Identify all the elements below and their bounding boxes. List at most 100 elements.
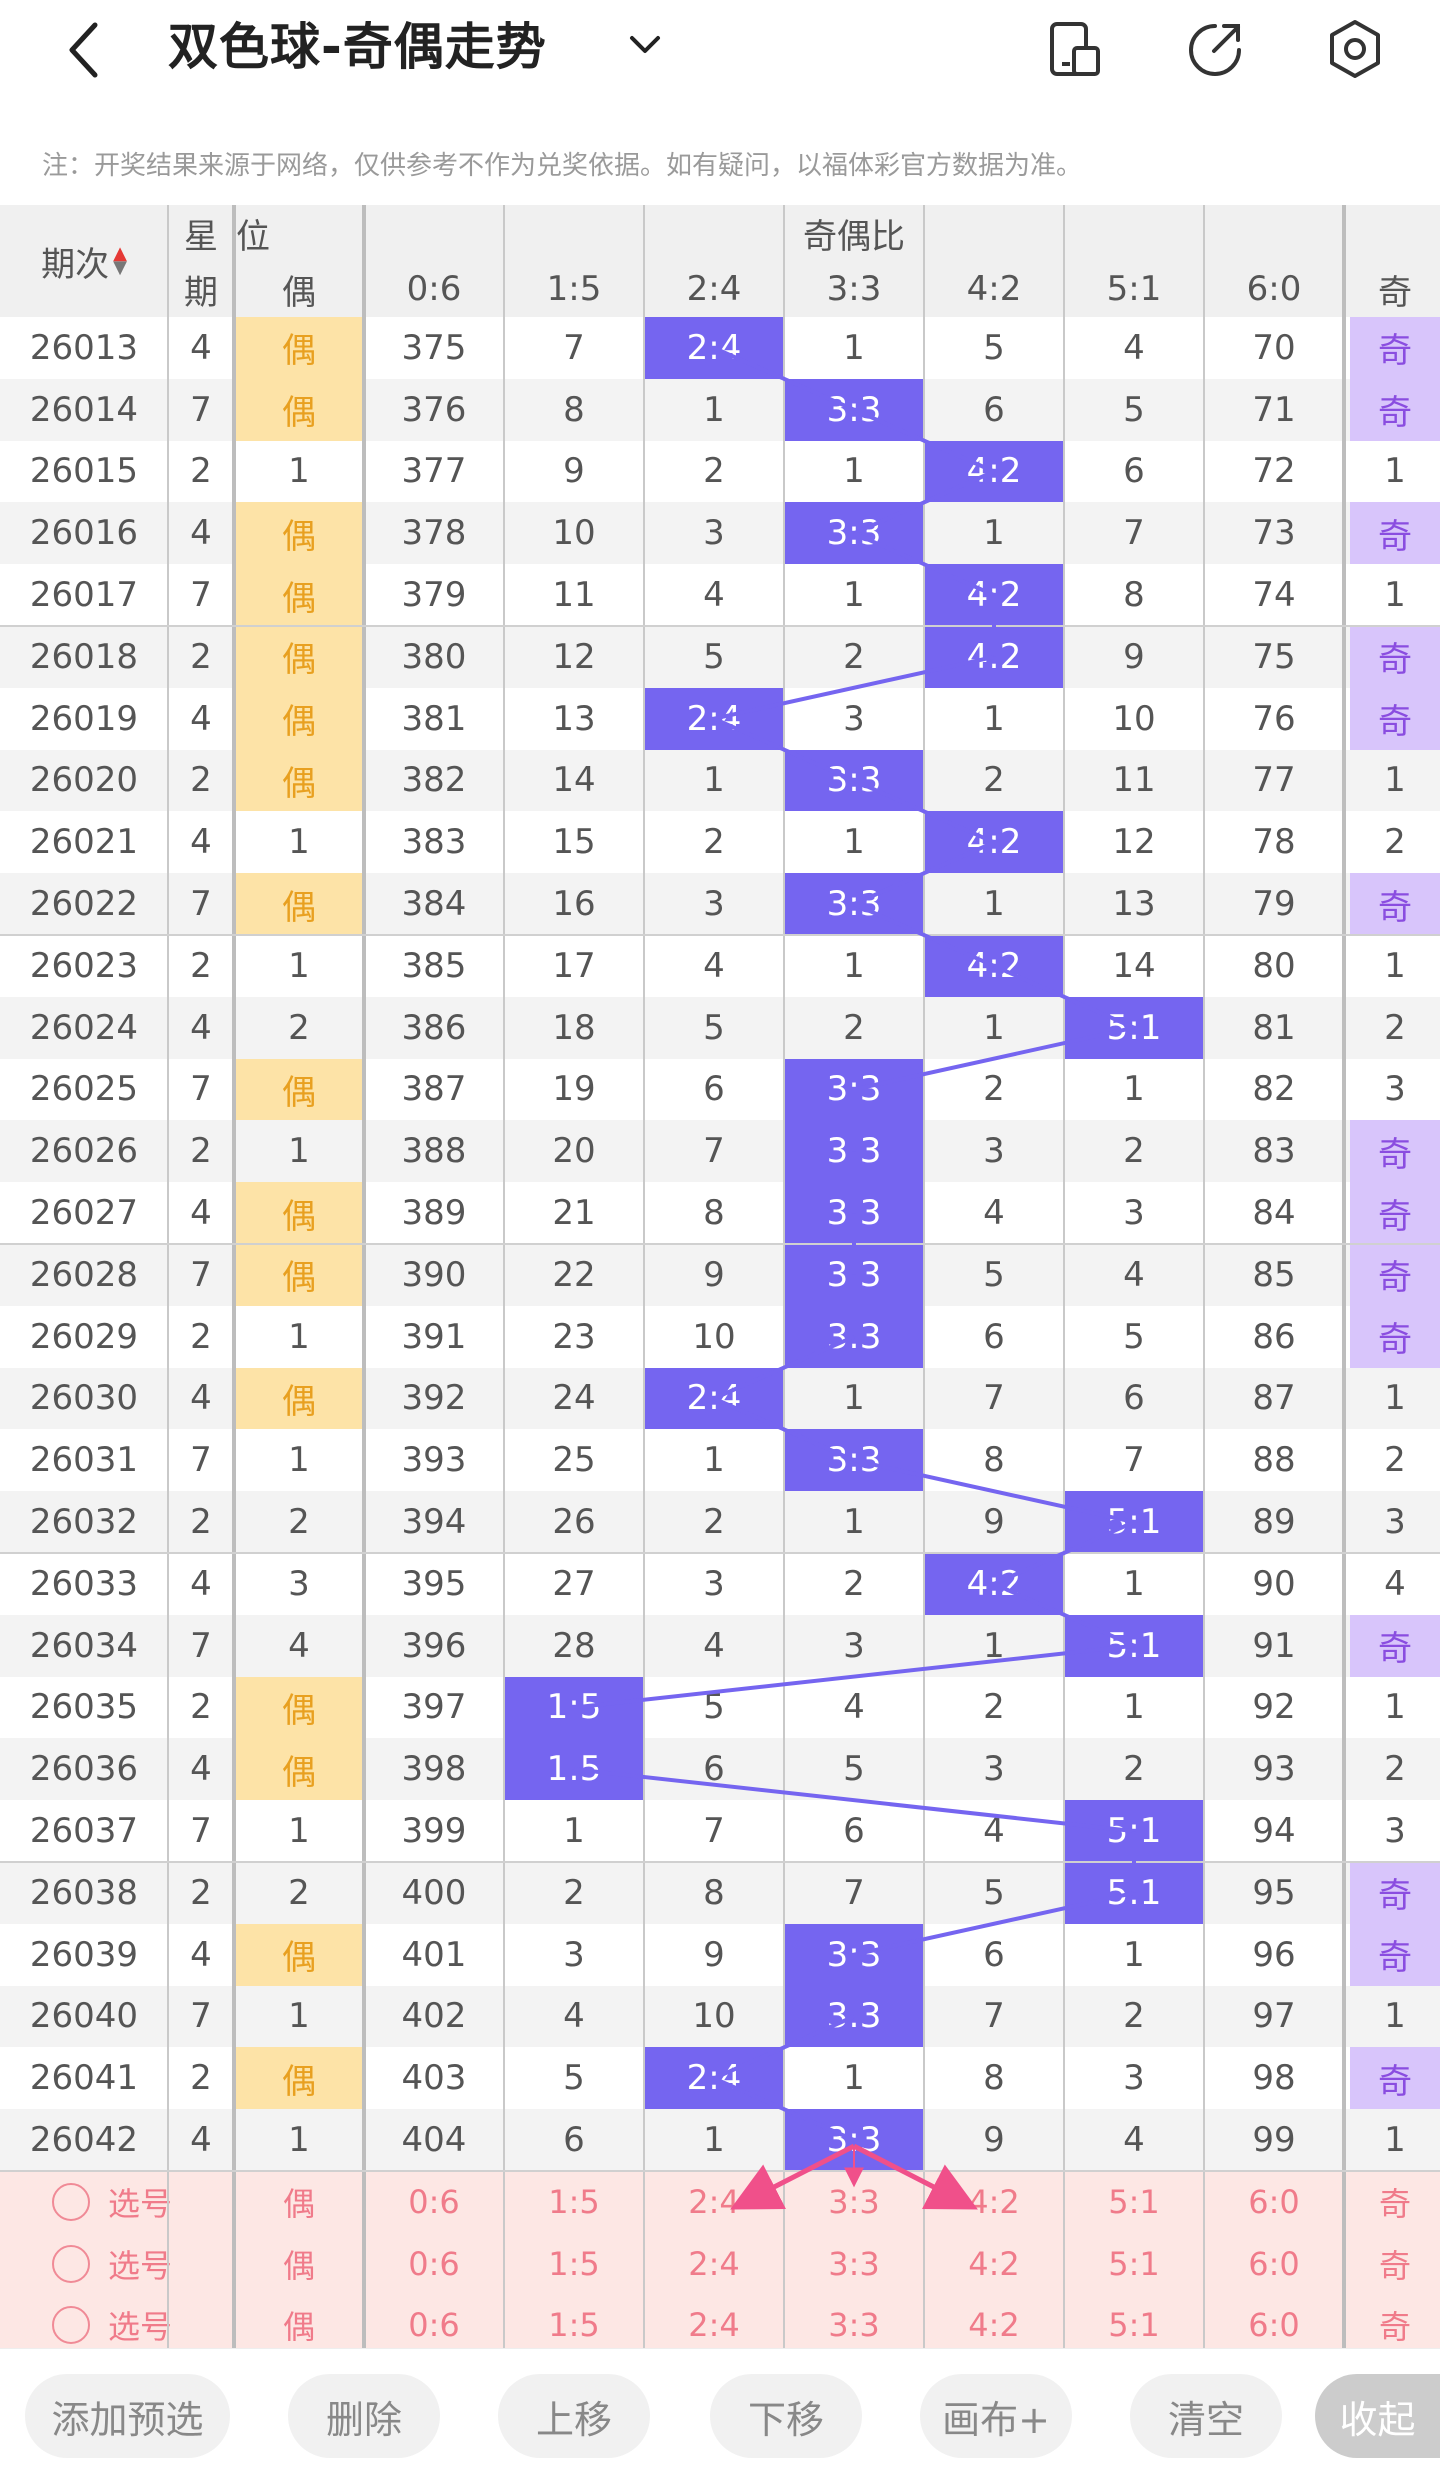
- radio-icon[interactable]: [52, 2244, 90, 2283]
- ratio-cell: 88: [1252, 1440, 1296, 1481]
- group-separator: [0, 625, 1440, 627]
- ratio-cell: 3: [843, 1625, 865, 1666]
- period-cell: 26027: [29, 1193, 139, 1234]
- ratio-cell: 376: [401, 389, 467, 430]
- preselect-select-button[interactable]: 选号: [0, 2233, 234, 2295]
- ratio-cell: 403: [401, 2058, 467, 2099]
- clear-button[interactable]: 清空: [1130, 2374, 1282, 2458]
- group-separator: [0, 1243, 1440, 1245]
- ratio-highlight-cell: 2:4: [644, 317, 784, 379]
- sort-icon[interactable]: ▲ ▼: [113, 243, 127, 278]
- grid-divider: [362, 205, 366, 2357]
- ratio-cell: 394: [401, 1502, 467, 1543]
- ratio-cell: 1: [843, 1378, 865, 1419]
- weekday-cell: 7: [190, 1996, 212, 2037]
- ratio-cell: 20: [552, 1131, 596, 1172]
- period-cell: 26031: [29, 1440, 139, 1481]
- preselect-ratio[interactable]: 3:3: [828, 2182, 880, 2221]
- position-cell: 1: [288, 945, 310, 986]
- last-col-cell: 1: [1384, 2120, 1406, 2161]
- last-col-cell: 奇: [1350, 873, 1440, 935]
- position-cell: 1: [288, 2120, 310, 2161]
- preselect-last[interactable]: 奇: [1378, 2308, 1411, 2347]
- ratio-cell: 2: [983, 1069, 1005, 1110]
- ratio-cell: 1: [843, 451, 865, 492]
- preselect-ratio[interactable]: 0:6: [408, 2306, 460, 2345]
- preselect-ratio[interactable]: 6:0: [1248, 2182, 1300, 2221]
- ratio-highlight-cell: 4:2: [924, 811, 1064, 874]
- period-cell: 26013: [29, 327, 139, 368]
- preselect-position[interactable]: 偶: [282, 2184, 315, 2223]
- last-col-cell: 奇: [1350, 1120, 1440, 1183]
- ratio-cell: 378: [401, 513, 467, 554]
- share-icon[interactable]: [1180, 14, 1250, 84]
- collapse-button[interactable]: 收起: [1315, 2374, 1440, 2458]
- phone-icon[interactable]: [1040, 14, 1110, 84]
- preselect-ratio[interactable]: 1:5: [548, 2182, 600, 2221]
- group-separator: [0, 2170, 1440, 2172]
- preselect-ratio[interactable]: 6:0: [1248, 2306, 1300, 2345]
- radio-icon[interactable]: [52, 2306, 90, 2345]
- ratio-cell: 87: [1252, 1378, 1296, 1419]
- preselect-position[interactable]: 偶: [282, 2246, 315, 2285]
- preselect-ratio[interactable]: 5:1: [1108, 2306, 1160, 2345]
- weekday-cell: 4: [190, 1007, 212, 1048]
- delete-button[interactable]: 删除: [288, 2374, 440, 2458]
- preselect-last[interactable]: 奇: [1378, 2184, 1411, 2223]
- ratio-cell: 7: [563, 327, 585, 368]
- last-col-cell: 3: [1384, 1502, 1406, 1543]
- preselect-ratio[interactable]: 4:2: [968, 2182, 1020, 2221]
- grid-divider: [232, 205, 236, 2357]
- weekday-cell: 4: [190, 1193, 212, 1234]
- radio-icon[interactable]: [52, 2182, 90, 2221]
- back-arrow-icon[interactable]: [50, 10, 120, 90]
- preselect-position[interactable]: 偶: [282, 2308, 315, 2347]
- weekday-cell: 7: [190, 575, 212, 616]
- ratio-cell: 3: [703, 1563, 725, 1604]
- preselect-ratio[interactable]: 1:5: [548, 2306, 600, 2345]
- ratio-highlight-cell: 5:1: [1064, 1800, 1204, 1862]
- ratio-highlight-cell: 3:3: [784, 1182, 924, 1244]
- preselect-ratio[interactable]: 5:1: [1108, 2244, 1160, 2283]
- preselect-last[interactable]: 奇: [1378, 2246, 1411, 2285]
- preselect-select-button[interactable]: 选号: [0, 2171, 234, 2233]
- move-up-button[interactable]: 上移: [498, 2374, 650, 2458]
- preselect-ratio[interactable]: 2:4: [688, 2244, 740, 2283]
- preselect-ratio[interactable]: 2:4: [688, 2182, 740, 2221]
- ratio-cell: 7: [1123, 513, 1145, 554]
- move-down-button[interactable]: 下移: [710, 2374, 862, 2458]
- settings-icon[interactable]: [1320, 14, 1390, 84]
- last-col-cell: 1: [1384, 1996, 1406, 2037]
- add-preselect-button[interactable]: 添加预选: [25, 2374, 230, 2458]
- ratio-cell: 1: [703, 760, 725, 801]
- preselect-select-button[interactable]: 选号: [0, 2295, 234, 2357]
- preselect-ratio[interactable]: 2:4: [688, 2306, 740, 2345]
- ratio-cell: 10: [692, 1316, 736, 1357]
- position-cell: 2: [288, 1007, 310, 1048]
- preselect-ratio[interactable]: 4:2: [968, 2306, 1020, 2345]
- header-week-bottom: 期: [168, 261, 234, 317]
- canvas-plus-button[interactable]: 画布+: [920, 2374, 1072, 2458]
- ratio-cell: 9: [703, 1934, 725, 1975]
- preselect-ratio[interactable]: 4:2: [968, 2244, 1020, 2283]
- last-col-cell: 奇: [1350, 1182, 1440, 1244]
- ratio-cell: 3: [563, 1934, 585, 1975]
- ratio-cell: 9: [563, 451, 585, 492]
- preselect-ratio[interactable]: 6:0: [1248, 2244, 1300, 2283]
- chevron-down-icon[interactable]: [620, 20, 670, 70]
- preselect-ratio[interactable]: 3:3: [828, 2244, 880, 2283]
- ratio-cell: 382: [401, 760, 467, 801]
- last-col-cell: 奇: [1350, 378, 1440, 441]
- weekday-cell: 7: [190, 1811, 212, 1852]
- preselect-ratio[interactable]: 5:1: [1108, 2182, 1160, 2221]
- preselect-ratio[interactable]: 3:3: [828, 2306, 880, 2345]
- preselect-ratio[interactable]: 0:6: [408, 2182, 460, 2221]
- position-cell: 偶: [234, 502, 364, 565]
- preselect-ratio[interactable]: 1:5: [548, 2244, 600, 2283]
- page-title[interactable]: 双色球-奇偶走势: [168, 18, 547, 76]
- ratio-cell: 27: [552, 1563, 596, 1604]
- preselect-ratio[interactable]: 0:6: [408, 2244, 460, 2283]
- ratio-cell: 10: [1112, 698, 1156, 739]
- ratio-cell: 2: [703, 451, 725, 492]
- header-period[interactable]: 期次 ▲ ▼: [0, 205, 168, 317]
